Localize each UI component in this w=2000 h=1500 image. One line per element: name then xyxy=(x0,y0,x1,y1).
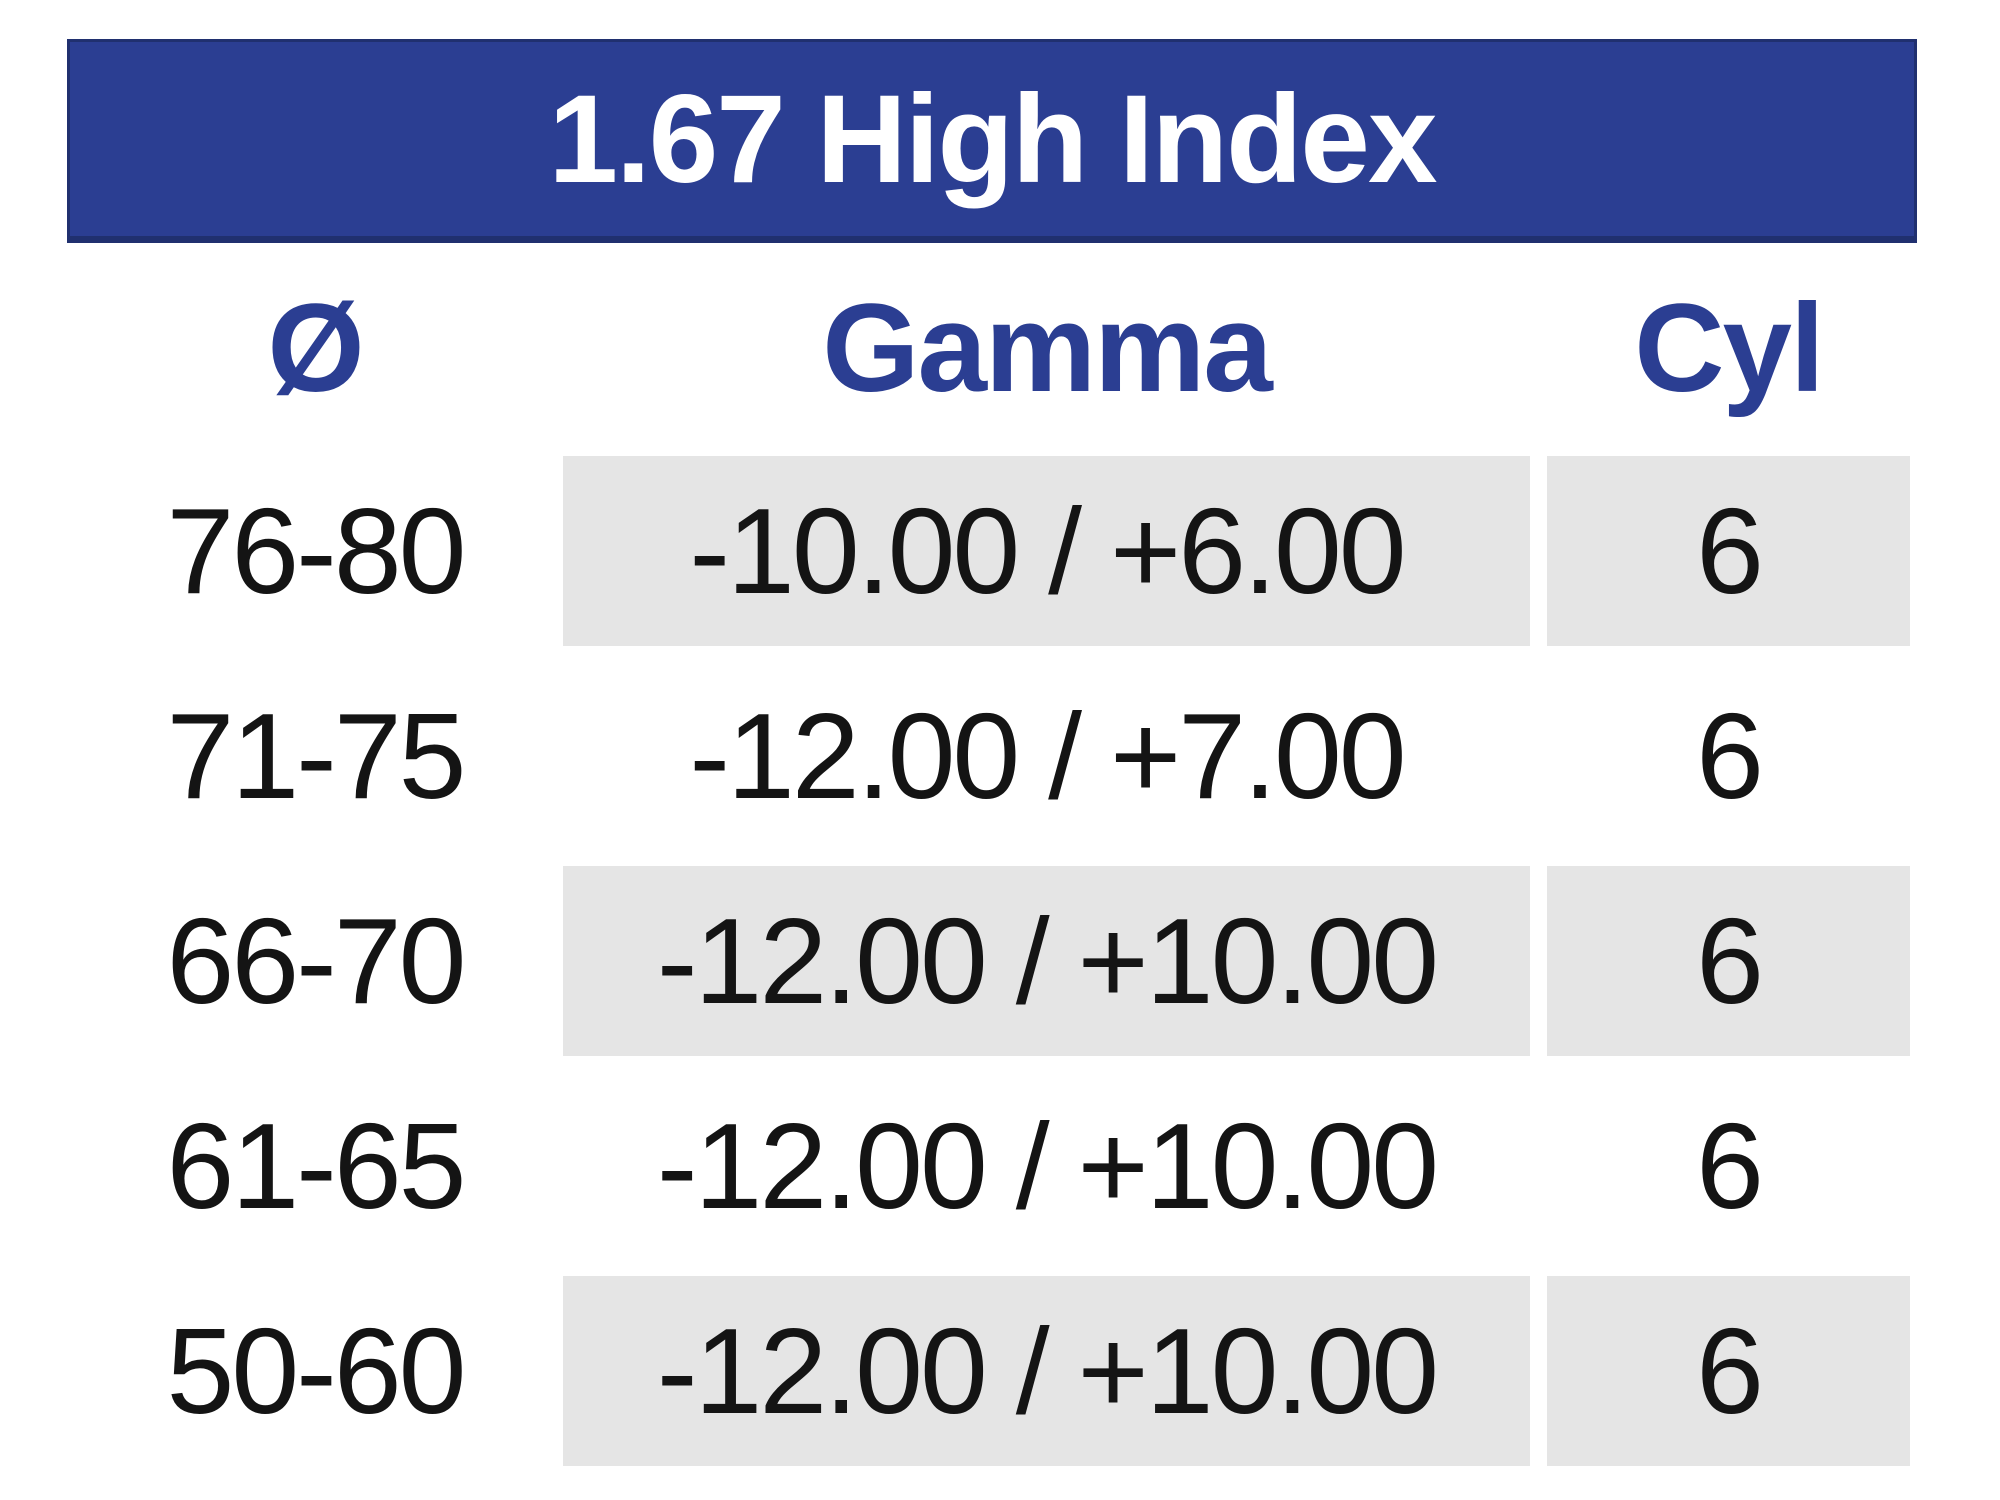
cell-gamma: -10.00 / +6.00 xyxy=(563,455,1530,646)
table-body: 76-80 -10.00 / +6.00 6 71-75 -12.00 / +7… xyxy=(0,448,2000,1473)
cell-gamma: -12.00 / +10.00 xyxy=(563,1275,1530,1466)
cell-gap xyxy=(1530,456,1547,646)
cell-cyl: 6 xyxy=(1696,687,1764,824)
table-row: 76-80 -10.00 / +6.00 6 xyxy=(0,448,2000,653)
cell-gap xyxy=(1530,866,1547,1056)
cell-cyl: 6 xyxy=(1547,865,1910,1056)
cell-gamma: -12.00 / +7.00 xyxy=(689,687,1406,824)
column-header-diameter: Ø xyxy=(267,278,364,418)
cell-diameter: 61-65 xyxy=(166,1097,466,1234)
table-header-row: Ø Gamma Cyl xyxy=(0,248,2000,448)
cell-gamma: -12.00 / +10.00 xyxy=(656,1097,1439,1234)
cell-cyl: 6 xyxy=(1547,455,1910,646)
table-title: 1.67 High Index xyxy=(548,69,1438,209)
cell-diameter: 50-60 xyxy=(166,1302,466,1439)
table-row: 50-60 -12.00 / +10.00 6 xyxy=(0,1268,2000,1473)
cell-cyl: 6 xyxy=(1547,1275,1910,1466)
column-header-cyl: Cyl xyxy=(1634,278,1825,418)
cell-gap xyxy=(1530,1276,1547,1466)
column-header-gamma: Gamma xyxy=(822,278,1273,418)
cell-gap xyxy=(1530,1071,1547,1261)
cell-gamma: -12.00 / +10.00 xyxy=(563,865,1530,1056)
table-row: 66-70 -12.00 / +10.00 6 xyxy=(0,858,2000,1063)
cell-diameter: 76-80 xyxy=(166,482,466,619)
table-row: 61-65 -12.00 / +10.00 6 xyxy=(0,1063,2000,1268)
cell-cyl: 6 xyxy=(1696,1097,1764,1234)
cell-diameter: 66-70 xyxy=(166,892,466,1029)
cell-diameter: 71-75 xyxy=(166,687,466,824)
header-banner: 1.67 High Index xyxy=(67,39,1917,243)
cell-gap xyxy=(1530,661,1547,851)
column-gap xyxy=(1530,253,1547,443)
table-row: 71-75 -12.00 / +7.00 6 xyxy=(0,653,2000,858)
